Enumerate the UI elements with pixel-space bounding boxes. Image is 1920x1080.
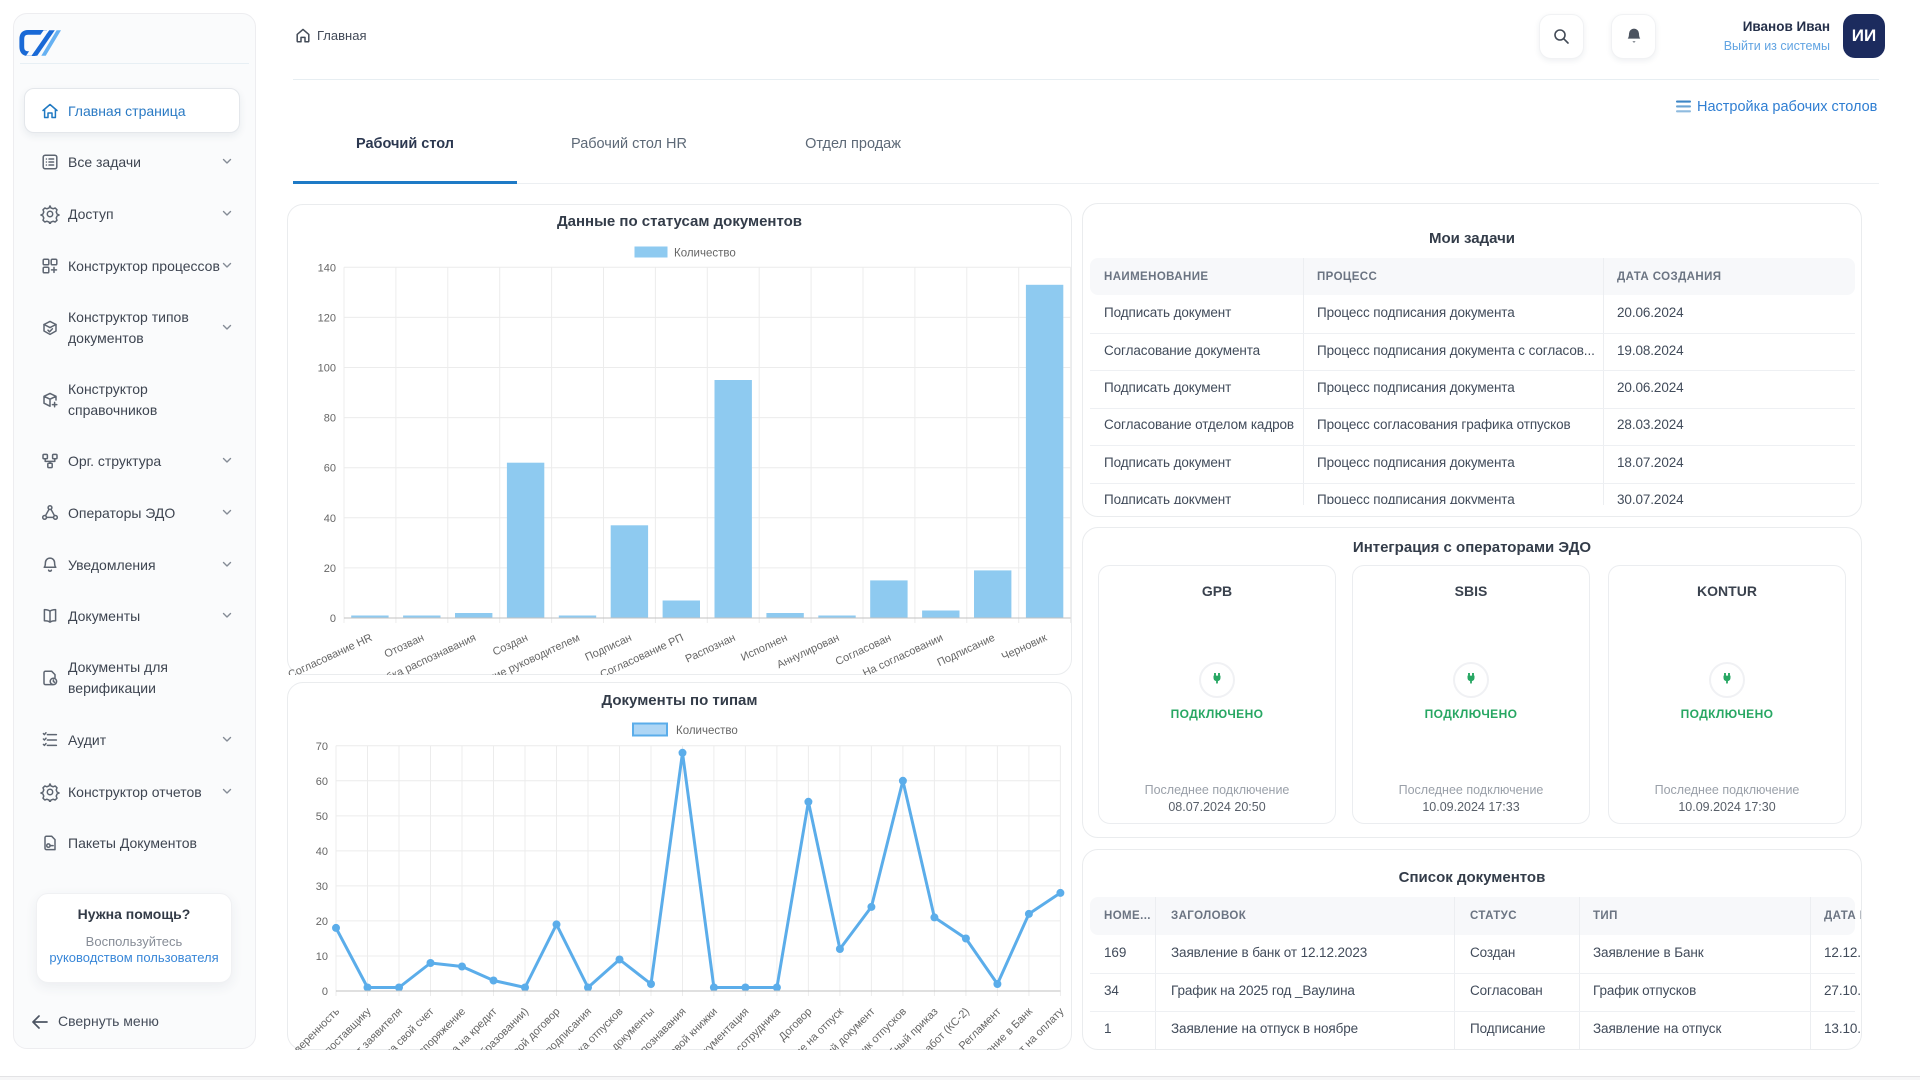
svg-text:Количество: Количество bbox=[676, 725, 738, 737]
svg-text:20: 20 bbox=[316, 916, 328, 928]
svg-text:140: 140 bbox=[318, 262, 336, 274]
svg-text:10: 10 bbox=[316, 951, 328, 963]
svg-text:100: 100 bbox=[318, 363, 336, 375]
svg-text:60: 60 bbox=[316, 776, 328, 788]
svg-text:Создан: Создан bbox=[491, 632, 530, 659]
svg-text:40: 40 bbox=[316, 846, 328, 858]
svg-text:Распознан: Распознан bbox=[684, 632, 738, 666]
svg-text:Количество: Количество bbox=[674, 248, 736, 260]
svg-text:0: 0 bbox=[330, 613, 336, 625]
svg-text:Черновик: Черновик bbox=[1000, 632, 1049, 663]
svg-text:40: 40 bbox=[324, 513, 336, 525]
svg-text:80: 80 bbox=[324, 413, 336, 425]
svg-text:50: 50 bbox=[316, 811, 328, 823]
svg-text:20: 20 bbox=[324, 563, 336, 575]
svg-text:Подписание: Подписание bbox=[935, 632, 997, 669]
svg-text:0: 0 bbox=[322, 986, 328, 998]
svg-text:60: 60 bbox=[324, 463, 336, 475]
svg-text:70: 70 bbox=[316, 741, 328, 753]
svg-text:120: 120 bbox=[318, 312, 336, 324]
svg-text:Согласование РП: Согласование РП bbox=[598, 632, 685, 675]
svg-text:Согласование HR: Согласование HR bbox=[287, 632, 374, 675]
svg-text:30: 30 bbox=[316, 881, 328, 893]
